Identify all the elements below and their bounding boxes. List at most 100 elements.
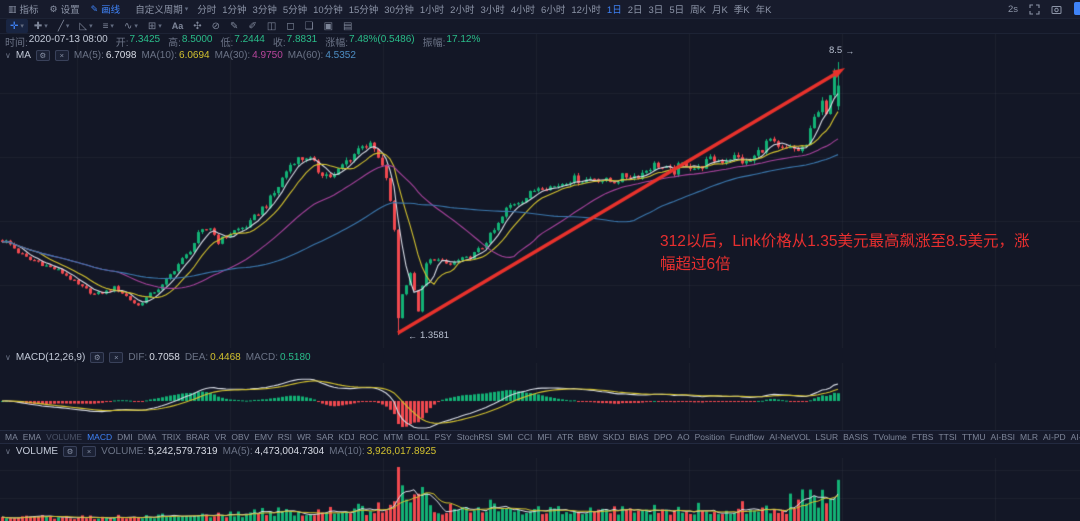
tab-SAR[interactable]: SAR	[316, 432, 334, 442]
interval-3日[interactable]: 3日	[648, 5, 664, 16]
tab-CCI[interactable]: CCI	[517, 432, 533, 442]
interval-1小时[interactable]: 1小时	[419, 5, 445, 16]
cross-line-tool[interactable]: ✚ ▾	[30, 19, 52, 33]
tab-WR[interactable]: WR	[296, 432, 312, 442]
macd-pane-close-button[interactable]: ×	[109, 352, 124, 363]
tab-AI-PD[interactable]: AI-PD	[1042, 432, 1066, 442]
snapshot-tool[interactable]: ▣	[320, 19, 337, 33]
indicators-button[interactable]: ▥ 指标	[8, 2, 39, 17]
tab-Fundflow[interactable]: Fundflow	[729, 432, 765, 442]
tab-EMA[interactable]: EMA	[22, 432, 42, 442]
tab-TVolume[interactable]: TVolume	[873, 432, 907, 442]
collapse-macd-pane-icon[interactable]: ∨	[5, 353, 11, 362]
refresh-rate-button[interactable]: 2s	[1007, 3, 1018, 15]
tab-TTMU[interactable]: TTMU	[961, 432, 986, 442]
annotation-note[interactable]: 312以后，Link价格从1.35美元最高飙涨至8.5美元，涨幅超过6倍	[660, 233, 1030, 273]
interval-1分钟[interactable]: 1分钟	[222, 5, 247, 16]
interval-10分钟[interactable]: 10分钟	[313, 5, 343, 16]
interval-1日[interactable]: 1日	[606, 5, 622, 16]
interval-周K[interactable]: 周K	[690, 5, 706, 16]
tab-ATR[interactable]: ATR	[557, 432, 574, 442]
tab-OBV[interactable]: OBV	[231, 432, 250, 442]
tab-KDJ[interactable]: KDJ	[338, 432, 355, 442]
tab-TRIX[interactable]: TRIX	[161, 432, 181, 442]
tab-BOLL[interactable]: BOLL	[407, 432, 430, 442]
interval-5日[interactable]: 5日	[669, 5, 685, 16]
tab-RSI[interactable]: RSI	[277, 432, 292, 442]
angle-tool[interactable]: ◺ ▾	[75, 19, 96, 33]
pencil-tool[interactable]: ✎	[226, 19, 242, 33]
interval-3小时[interactable]: 3小时	[480, 5, 505, 16]
tab-VR[interactable]: VR	[214, 432, 227, 442]
tab-MLR[interactable]: MLR	[1020, 432, 1038, 442]
tab-ROC[interactable]: ROC	[359, 432, 379, 442]
custom-period-button[interactable]: 自定义周期 ▾	[135, 2, 188, 16]
copy-tool[interactable]: ❏	[301, 19, 318, 33]
tab-TTSI[interactable]: TTSI	[938, 432, 957, 442]
collapse-volume-pane-icon[interactable]: ∨	[5, 447, 11, 456]
ma-pane-settings-button[interactable]: ⚙	[35, 50, 50, 61]
wave-tool[interactable]: ∿ ▾	[120, 19, 142, 33]
tab-VOLUME[interactable]: VOLUME	[46, 432, 83, 442]
tab-LSUR[interactable]: LSUR	[815, 432, 839, 442]
interval-2小时[interactable]: 2小时	[450, 5, 475, 16]
trend-line-tool[interactable]: ╱ ▾	[54, 19, 74, 33]
tab-MA[interactable]: MA	[5, 432, 18, 442]
interval-15分钟[interactable]: 15分钟	[348, 5, 379, 16]
measure-tool[interactable]: ◫	[263, 19, 280, 33]
interval-3分钟[interactable]: 3分钟	[252, 5, 277, 16]
tab-DPO[interactable]: DPO	[653, 432, 673, 442]
tab-SKDJ[interactable]: SKDJ	[602, 432, 625, 442]
tab-MTM[interactable]: MTM	[383, 432, 403, 442]
tab-SMI[interactable]: SMI	[497, 432, 513, 442]
text-tool[interactable]: Aa	[168, 19, 188, 33]
fullscreen-icon[interactable]	[1029, 3, 1040, 15]
tab-AI-NetVOL[interactable]: AI-NetVOL	[769, 432, 811, 442]
tab-MACD[interactable]: MACD	[87, 432, 113, 442]
interval-年K[interactable]: 年K	[755, 5, 772, 16]
interval-12小时[interactable]: 12小时	[571, 5, 601, 16]
marker-tool[interactable]: ✐	[244, 19, 260, 33]
tab-EMV[interactable]: EMV	[254, 432, 273, 442]
ma-pane-close-button[interactable]: ×	[54, 50, 69, 61]
interval-6小时[interactable]: 6小时	[541, 5, 566, 16]
tab-MFI[interactable]: MFI	[537, 432, 552, 442]
lock-tool[interactable]: ◻	[282, 19, 298, 33]
delete-tool[interactable]: ▤	[339, 19, 356, 33]
tab-AI-BSI[interactable]: AI-BSI	[990, 432, 1016, 442]
tab-BIAS[interactable]: BIAS	[629, 432, 649, 442]
macd-pane-settings-button[interactable]: ⚙	[90, 352, 105, 363]
volume-pane-settings-button[interactable]: ⚙	[63, 446, 78, 457]
interval-4小时[interactable]: 4小时	[510, 5, 536, 16]
screenshot-icon[interactable]	[1051, 4, 1062, 15]
side-panel-toggle-button[interactable]	[1074, 2, 1080, 15]
crosshair-tool[interactable]: ✛ ▾	[6, 19, 28, 33]
parallel-lines-tool[interactable]: ≡ ▾	[99, 19, 118, 33]
tab-BRAR[interactable]: BRAR	[185, 432, 210, 442]
tab-AI-FDI[interactable]: AI-FDI	[1070, 432, 1080, 442]
interval-分时[interactable]: 分时	[197, 5, 217, 16]
volume-chart-canvas[interactable]	[0, 458, 1080, 521]
tab-DMA[interactable]: DMA	[137, 432, 157, 442]
tab-BASIS[interactable]: BASIS	[843, 432, 869, 442]
stamp-tool[interactable]: ✣	[189, 19, 205, 33]
tab-Position[interactable]: Position	[694, 432, 725, 442]
volume-pane-close-button[interactable]: ×	[82, 446, 97, 457]
tab-AO[interactable]: AO	[677, 432, 690, 442]
tab-FTBS[interactable]: FTBS	[911, 432, 934, 442]
tab-DMI[interactable]: DMI	[117, 432, 133, 442]
interval-季K[interactable]: 季K	[733, 5, 750, 16]
price-chart-canvas[interactable]	[0, 34, 1080, 348]
settings-button[interactable]: ⚙ 设置	[50, 2, 80, 17]
ellipse-tool[interactable]: ⊘	[208, 19, 224, 33]
tab-BBW[interactable]: BBW	[578, 432, 598, 442]
macd-chart-canvas[interactable]	[0, 363, 1080, 430]
interval-30分钟[interactable]: 30分钟	[384, 5, 414, 16]
fib-grid-tool[interactable]: ⊞ ▾	[144, 19, 166, 33]
interval-5分钟[interactable]: 5分钟	[282, 5, 308, 16]
tab-PSY[interactable]: PSY	[434, 432, 452, 442]
tab-StochRSI[interactable]: StochRSI	[456, 432, 493, 442]
collapse-ma-pane-icon[interactable]: ∨	[5, 51, 11, 60]
draw-button[interactable]: ✎ 画线	[91, 2, 121, 17]
interval-2日[interactable]: 2日	[627, 5, 643, 16]
